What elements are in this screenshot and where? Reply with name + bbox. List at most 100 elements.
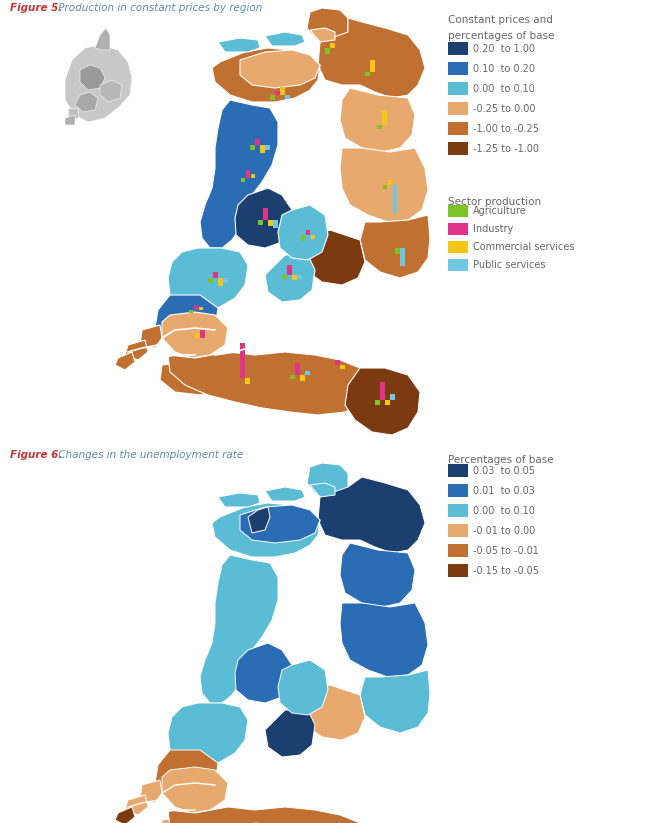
Bar	[393, 185, 397, 213]
Polygon shape	[278, 660, 328, 715]
Polygon shape	[75, 92, 98, 112]
Text: 0.00  to 0.10: 0.00 to 0.10	[473, 505, 535, 515]
Bar	[448, 544, 468, 557]
Polygon shape	[212, 503, 320, 557]
Bar	[305, 371, 309, 375]
Text: 0.01  to 0.03: 0.01 to 0.03	[473, 486, 535, 495]
Polygon shape	[168, 807, 368, 823]
Bar	[208, 278, 213, 283]
Polygon shape	[212, 48, 320, 102]
Bar	[268, 220, 273, 226]
Polygon shape	[307, 8, 348, 42]
Text: Figure 6.: Figure 6.	[10, 450, 63, 460]
Polygon shape	[125, 795, 148, 815]
Polygon shape	[160, 817, 225, 823]
Polygon shape	[340, 603, 428, 677]
Polygon shape	[218, 38, 260, 52]
Bar	[280, 87, 284, 95]
Text: Agriculture: Agriculture	[473, 206, 526, 216]
Bar	[448, 259, 468, 271]
Bar	[245, 378, 249, 384]
Bar	[448, 62, 468, 75]
Text: 0.00  to 0.10: 0.00 to 0.10	[473, 83, 535, 94]
Bar	[245, 170, 250, 178]
Bar	[265, 145, 269, 150]
Bar	[223, 278, 227, 283]
Polygon shape	[248, 507, 270, 533]
Polygon shape	[318, 18, 425, 98]
Bar	[306, 230, 310, 235]
Text: Public services: Public services	[473, 260, 545, 270]
Polygon shape	[68, 108, 78, 118]
Bar	[335, 360, 340, 365]
Bar	[273, 220, 278, 228]
Polygon shape	[305, 685, 365, 740]
Polygon shape	[305, 230, 365, 285]
Polygon shape	[318, 477, 425, 553]
Polygon shape	[100, 80, 122, 102]
Text: percentages of base: percentages of base	[448, 31, 554, 41]
Bar	[213, 272, 218, 278]
Bar	[390, 394, 395, 400]
Bar	[311, 235, 315, 239]
Polygon shape	[340, 543, 415, 607]
Bar	[340, 365, 344, 369]
Bar	[395, 248, 399, 254]
Text: Sector production: Sector production	[448, 197, 541, 207]
Bar	[287, 265, 291, 275]
Polygon shape	[80, 65, 105, 90]
Polygon shape	[162, 312, 228, 358]
Bar	[285, 95, 289, 99]
Bar	[195, 333, 200, 338]
Bar	[377, 125, 382, 129]
Bar	[290, 375, 295, 379]
Bar	[448, 122, 468, 135]
Bar	[448, 42, 468, 55]
Bar	[365, 72, 370, 76]
Polygon shape	[235, 643, 292, 703]
Bar	[240, 343, 244, 378]
Polygon shape	[200, 555, 278, 703]
Text: 0.20  to 1.00: 0.20 to 1.00	[473, 44, 535, 53]
Text: -1.25 to -1.00: -1.25 to -1.00	[473, 143, 539, 154]
Bar	[448, 82, 468, 95]
Bar	[263, 208, 267, 220]
Text: 0.03  to 0.05: 0.03 to 0.05	[473, 466, 535, 476]
Polygon shape	[265, 487, 305, 501]
Bar	[300, 235, 305, 241]
Bar	[260, 145, 264, 153]
Text: Figure 5.: Figure 5.	[10, 3, 63, 13]
Text: -0.01 to 0.00: -0.01 to 0.00	[473, 526, 536, 536]
Text: 0.10  to 0.20: 0.10 to 0.20	[473, 63, 535, 73]
Polygon shape	[160, 362, 225, 395]
Polygon shape	[310, 483, 335, 497]
Bar	[448, 464, 468, 477]
Polygon shape	[235, 188, 292, 248]
Polygon shape	[340, 88, 415, 152]
Bar	[255, 139, 260, 145]
Bar	[448, 102, 468, 115]
Bar	[275, 91, 280, 95]
Polygon shape	[360, 215, 430, 278]
Bar	[448, 504, 468, 517]
Bar	[448, 484, 468, 497]
Polygon shape	[240, 505, 320, 543]
Bar	[448, 241, 468, 253]
Text: -0.05 to -0.01: -0.05 to -0.01	[473, 546, 539, 556]
Text: Industry: Industry	[473, 224, 514, 234]
Bar	[282, 275, 286, 279]
Polygon shape	[125, 340, 148, 360]
Bar	[400, 248, 404, 266]
Polygon shape	[65, 45, 132, 122]
Bar	[270, 95, 275, 100]
Text: Percentages of base: Percentages of base	[448, 455, 554, 465]
Polygon shape	[307, 463, 348, 497]
Bar	[300, 375, 304, 381]
Bar	[448, 223, 468, 235]
Bar	[258, 220, 262, 225]
Polygon shape	[95, 28, 110, 50]
Bar	[325, 48, 329, 54]
Bar	[375, 400, 379, 405]
Bar	[218, 278, 222, 286]
Bar	[297, 275, 302, 279]
